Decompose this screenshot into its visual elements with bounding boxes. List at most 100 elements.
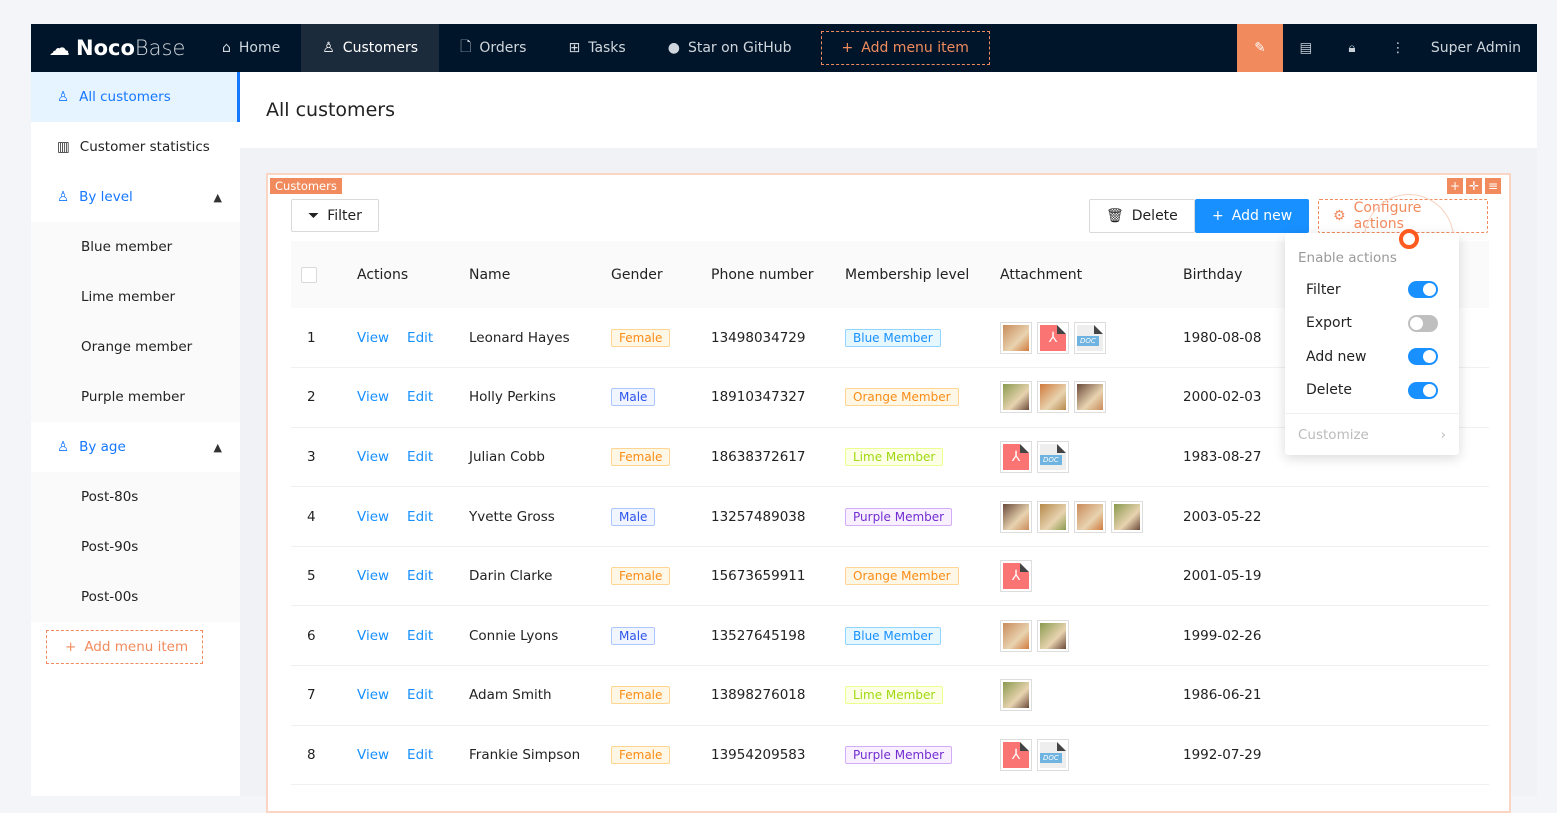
view-link[interactable]: View [357, 687, 390, 704]
doc-file-thumbnail[interactable]: DOC [1037, 738, 1069, 771]
column-header[interactable]: Phone number [695, 241, 829, 308]
sidebar-item-by-age[interactable]: ♙ By age ▲ [57, 439, 222, 455]
github-icon: ● [667, 40, 680, 56]
view-link[interactable]: View [357, 627, 390, 644]
menu-item-filter[interactable]: Filter [1285, 273, 1459, 307]
edit-link[interactable]: Edit [407, 627, 434, 644]
image-thumbnail[interactable] [1074, 500, 1106, 533]
block-menu-icon[interactable]: ≡ [1485, 178, 1501, 194]
image-thumbnail[interactable] [1000, 619, 1032, 652]
sidebar-item-lime-member[interactable]: Lime member [31, 272, 240, 322]
image-thumbnail[interactable] [1037, 619, 1069, 652]
column-header[interactable]: Attachment [984, 241, 1167, 308]
home-icon: ⌂ [222, 40, 231, 56]
view-link[interactable]: View [357, 508, 390, 525]
cursor-indicator [1399, 229, 1419, 249]
phone-cell: 18910347327 [695, 367, 829, 428]
image-icon [1040, 622, 1066, 649]
image-thumbnail[interactable] [1000, 679, 1032, 712]
chevron-up-icon[interactable]: ▲ [213, 440, 222, 454]
logo[interactable]: ☁ NocoBase [49, 36, 186, 60]
chevron-up-icon[interactable]: ▲ [213, 190, 222, 204]
edit-link[interactable]: Edit [407, 389, 434, 406]
column-header[interactable]: Actions [341, 241, 453, 308]
toggle-switch[interactable] [1408, 314, 1438, 332]
nav-item-home[interactable]: ⌂ Home [222, 40, 281, 56]
image-thumbnail[interactable] [1111, 500, 1143, 533]
pdf-file-thumbnail[interactable]: ⅄ [1037, 321, 1069, 354]
permissions-button[interactable]: 🔒︎ [1329, 24, 1375, 72]
drag-icon[interactable]: ✛ [1466, 178, 1482, 194]
select-all-checkbox[interactable] [301, 266, 317, 283]
filter-button[interactable]: ⏷ Filter [291, 199, 379, 232]
users-icon: ♙ [57, 189, 70, 205]
row-number: 4 [291, 486, 341, 547]
pdf-file-thumbnail[interactable]: ⅄ [1000, 560, 1032, 593]
edit-link[interactable]: Edit [407, 508, 434, 525]
column-header[interactable]: Gender [595, 241, 695, 308]
toggle-switch[interactable] [1408, 348, 1438, 366]
view-link[interactable]: View [357, 568, 390, 585]
sidebar-item-post-80s[interactable]: Post-80s [31, 472, 240, 522]
sidebar-add-menu-item-button[interactable]: + Add menu item [46, 630, 203, 664]
menu-item-export[interactable]: Export [1285, 307, 1459, 341]
sidebar-item-orange-member[interactable]: Orange member [31, 322, 240, 372]
sidebar-item-customer-statistics[interactable]: ▥ Customer statistics [57, 139, 210, 155]
add-menu-item-button[interactable]: + Add menu item [820, 31, 990, 65]
image-thumbnail[interactable] [1074, 381, 1106, 414]
phone-cell: 15673659911 [695, 546, 829, 607]
sidebar-item-purple-member[interactable]: Purple member [31, 372, 240, 422]
database-button[interactable]: ▤ [1283, 24, 1329, 72]
image-thumbnail[interactable] [1037, 500, 1069, 533]
pdf-file-thumbnail[interactable]: ⅄ [1000, 738, 1032, 771]
view-link[interactable]: View [357, 389, 390, 406]
sidebar-item-blue-member[interactable]: Blue member [31, 222, 240, 272]
customize-menu-item[interactable]: Customize › [1298, 427, 1446, 443]
nav-item-tasks[interactable]: ⊞ Tasks [568, 40, 626, 56]
sidebar-item-all-customers[interactable]: ♙ All customers [31, 72, 240, 122]
column-header[interactable]: Name [453, 241, 595, 308]
sidebar-item-by-level[interactable]: ♙ By level ▲ [57, 189, 222, 205]
database-icon: ▤ [1299, 40, 1313, 56]
sidebar-item-post-90s[interactable]: Post-90s [31, 522, 240, 572]
edit-link[interactable]: Edit [407, 329, 434, 346]
nav-item-orders[interactable]: 🗋︎ Orders [439, 24, 547, 72]
menu-item-delete[interactable]: Delete [1285, 374, 1459, 408]
row-number: 2 [291, 367, 341, 428]
gender-tag: Male [611, 388, 656, 407]
edit-link[interactable]: Edit [407, 687, 434, 704]
view-link[interactable]: View [357, 448, 390, 465]
image-thumbnail[interactable] [1000, 321, 1032, 354]
image-icon [1003, 503, 1029, 530]
toggle-switch[interactable] [1408, 381, 1438, 399]
edit-link[interactable]: Edit [407, 746, 434, 763]
more-button[interactable]: ⋮ [1375, 24, 1421, 72]
doc-file-thumbnail[interactable]: DOC [1074, 321, 1106, 354]
edit-link[interactable]: Edit [407, 568, 434, 585]
nav-item-star-on-github[interactable]: ● Star on GitHub [667, 40, 792, 56]
ui-editor-button[interactable]: ✎ [1236, 24, 1283, 72]
delete-button[interactable]: 🗑︎ Delete [1089, 199, 1195, 233]
image-thumbnail[interactable] [1000, 381, 1032, 414]
nav-item-customers[interactable]: ♙ Customers [301, 24, 440, 72]
toggle-switch[interactable] [1408, 281, 1438, 299]
add-block-icon[interactable]: + [1447, 178, 1463, 194]
image-icon [1003, 682, 1029, 709]
doc-file-thumbnail[interactable]: DOC [1037, 440, 1069, 473]
user-menu[interactable]: Super Admin [1430, 40, 1521, 56]
gender-tag: Female [611, 567, 671, 586]
column-header[interactable]: Membership level [829, 241, 984, 308]
menu-item-add-new[interactable]: Add new [1285, 340, 1459, 374]
pdf-file-thumbnail[interactable]: ⅄ [1000, 440, 1032, 473]
view-link[interactable]: View [357, 329, 390, 346]
add-new-button[interactable]: + Add new [1195, 199, 1310, 233]
view-link[interactable]: View [357, 746, 390, 763]
phone-cell: 18638372617 [695, 427, 829, 488]
row-number: 5 [291, 546, 341, 607]
image-thumbnail[interactable] [1000, 500, 1032, 533]
sidebar: ♙ All customers ▥ Customer statistics ♙ By le… [31, 72, 240, 796]
sidebar-item-post-00s[interactable]: Post-00s [31, 572, 240, 622]
image-thumbnail[interactable] [1037, 381, 1069, 414]
name-cell: Connie Lyons [453, 605, 595, 667]
edit-link[interactable]: Edit [407, 448, 434, 465]
